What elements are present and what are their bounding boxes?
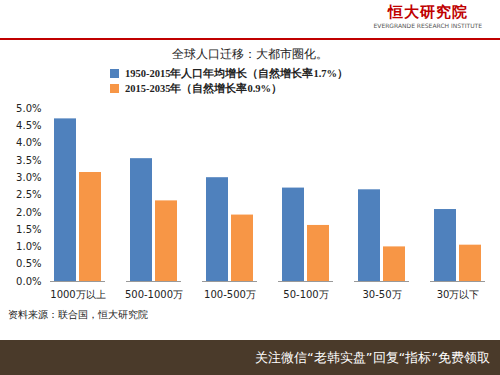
html-text:全球人口迁移：大都市圈化。: 全球人口迁移：大都市圈化。 <box>172 47 328 61</box>
svg-text:100-500万: 100-500万 <box>204 289 256 300</box>
svg-text:4.5%: 4.5% <box>16 120 41 131</box>
html-text:1950-2015年人口年均增长（自然增长率1.7%）: 1950-2015年人口年均增长（自然增长率1.7%） <box>125 67 349 79</box>
html-text:EVERGRANDE RESEARCH INSTITUTE: EVERGRANDE RESEARCH INSTITUTE <box>373 22 482 29</box>
svg-text:3.5%: 3.5% <box>16 155 41 166</box>
svg-text:5.0%: 5.0% <box>16 103 41 114</box>
svg-text:0.0%: 0.0% <box>16 276 41 287</box>
svg-text:30-50万: 30-50万 <box>362 289 401 300</box>
html-text:关注微信“老韩实盘”回复“指标”免费领取: 关注微信“老韩实盘”回复“指标”免费领取 <box>255 350 490 365</box>
html-text:资料来源：联合国，恒大研究院: 资料来源：联合国，恒大研究院 <box>8 309 148 320</box>
svg-text:2.0%: 2.0% <box>16 207 41 218</box>
svg-text:50-100万: 50-100万 <box>283 289 328 300</box>
svg-text:4.0%: 4.0% <box>16 137 41 148</box>
svg-text:500-1000万: 500-1000万 <box>125 289 183 300</box>
svg-text:30万以下: 30万以下 <box>437 289 480 300</box>
svg-text:2.5%: 2.5% <box>16 189 41 200</box>
svg-text:3.0%: 3.0% <box>16 172 41 183</box>
svg-text:1000万以上: 1000万以上 <box>50 289 105 300</box>
svg-text:1.5%: 1.5% <box>16 224 41 235</box>
svg-text:1.0%: 1.0% <box>16 241 41 252</box>
svg-text:0.5%: 0.5% <box>16 258 41 269</box>
html-text:恒大研究院: 恒大研究院 <box>387 3 468 21</box>
html-text:2015-2035年（自然增长率0.9%）: 2015-2035年（自然增长率0.9%） <box>125 82 283 94</box>
